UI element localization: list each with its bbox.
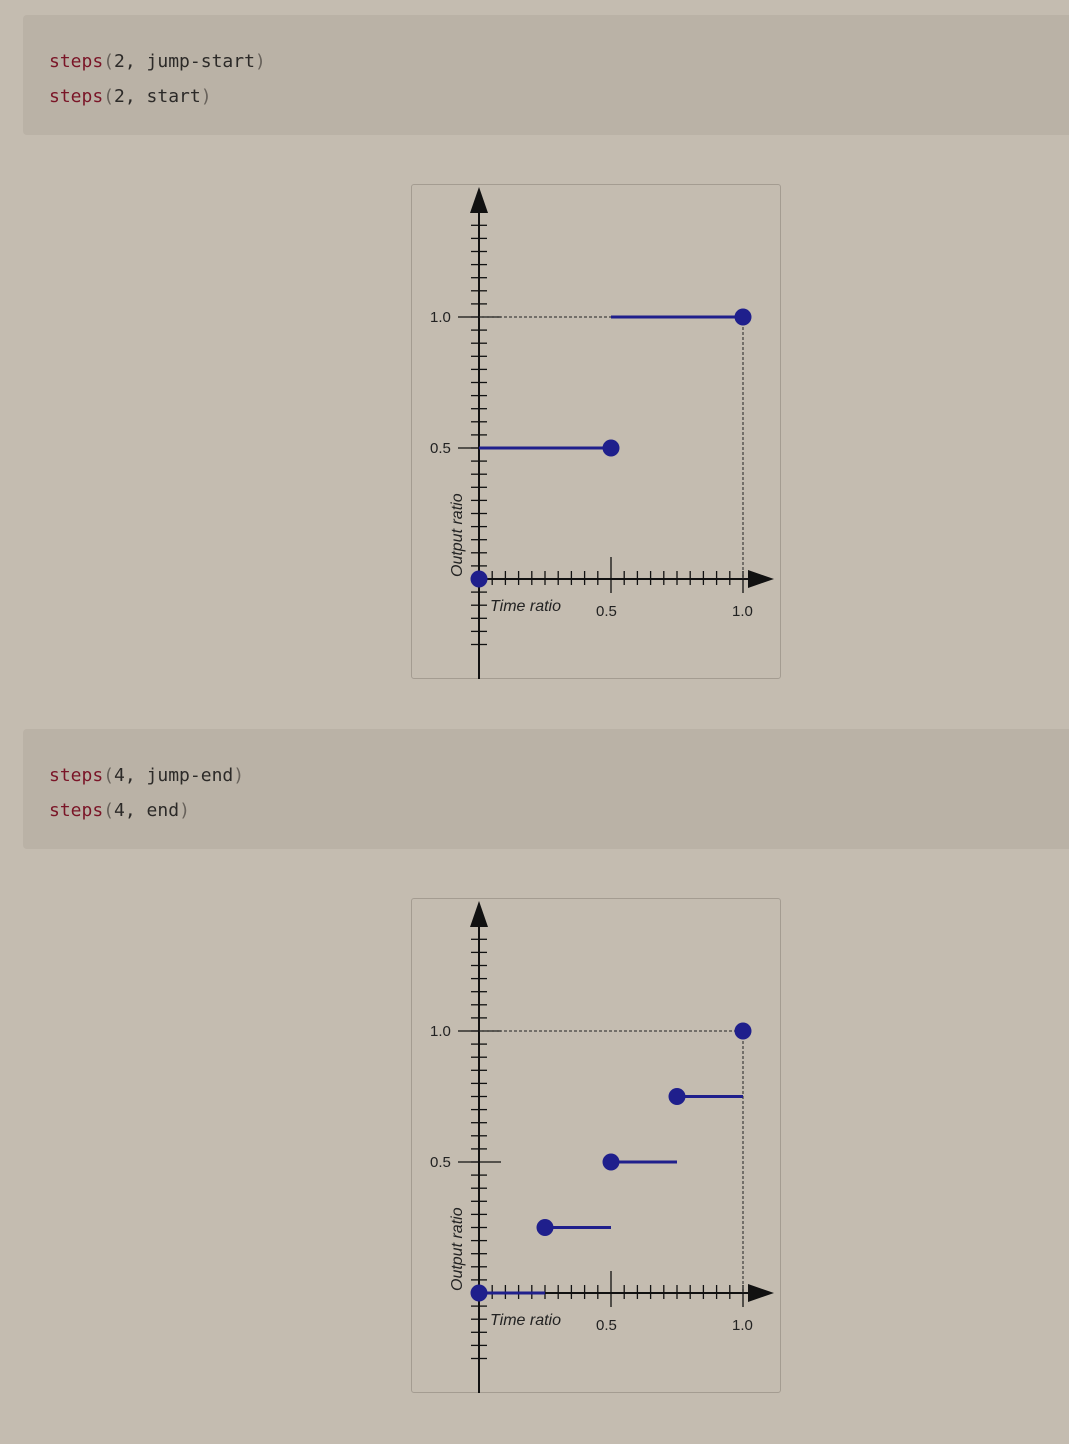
x-axis-arrow [748, 570, 774, 588]
code-block-jump-start: steps(2, jump-start) steps(2, start) [23, 15, 1069, 135]
step-chart-jump-end: 1.0 0.5 0.5 1.0 Time ratio Output ratio [411, 898, 781, 1393]
code-function-name: steps [49, 51, 104, 72]
code-line: steps(2, start) [49, 86, 212, 107]
code-arguments: 2, start [114, 86, 201, 107]
y-axis-title: Output ratio [449, 493, 466, 577]
step-point [602, 439, 620, 457]
code-arguments: 2, jump-start [114, 51, 255, 72]
x-tick-label: 0.5 [596, 1317, 617, 1334]
step-point [602, 1153, 620, 1171]
code-line: steps(4, jump-end) [49, 765, 245, 786]
y-axis-arrow [470, 187, 488, 213]
x-tick-label: 0.5 [596, 603, 617, 620]
code-arguments: 4, end [114, 800, 180, 821]
step-point [536, 1219, 554, 1236]
step-point [470, 570, 488, 588]
code-function-name: steps [49, 765, 104, 786]
code-line: steps(4, end) [49, 800, 190, 821]
y-tick-label: 1.0 [430, 1023, 451, 1040]
x-axis-title: Time ratio [490, 598, 561, 615]
step-point [734, 308, 752, 326]
code-line: steps(2, jump-start) [49, 51, 266, 72]
step-point [668, 1088, 686, 1105]
step-chart-svg: 1.0 0.5 0.5 1.0 Time ratio Output ratio [430, 901, 774, 1393]
x-axis-arrow [748, 1284, 774, 1302]
y-tick-label: 1.0 [430, 309, 451, 326]
x-tick-label: 1.0 [732, 603, 753, 620]
code-function-name: steps [49, 86, 104, 107]
code-block-jump-end: steps(4, jump-end) steps(4, end) [23, 729, 1069, 849]
step-point [734, 1022, 752, 1040]
code-arguments: 4, jump-end [114, 765, 234, 786]
y-axis-arrow [470, 901, 488, 927]
x-tick-label: 1.0 [732, 1317, 753, 1334]
step-chart-svg: 1.0 0.5 0.5 1.0 Time ratio Output ratio [430, 187, 774, 679]
y-tick-label: 0.5 [430, 440, 451, 457]
code-function-name: steps [49, 800, 104, 821]
y-axis-title: Output ratio [449, 1207, 466, 1291]
x-axis-title: Time ratio [490, 1312, 561, 1329]
step-point [470, 1284, 488, 1302]
y-tick-label: 0.5 [430, 1154, 451, 1171]
step-chart-jump-start: 1.0 0.5 0.5 1.0 Time ratio Output ratio [411, 184, 781, 679]
